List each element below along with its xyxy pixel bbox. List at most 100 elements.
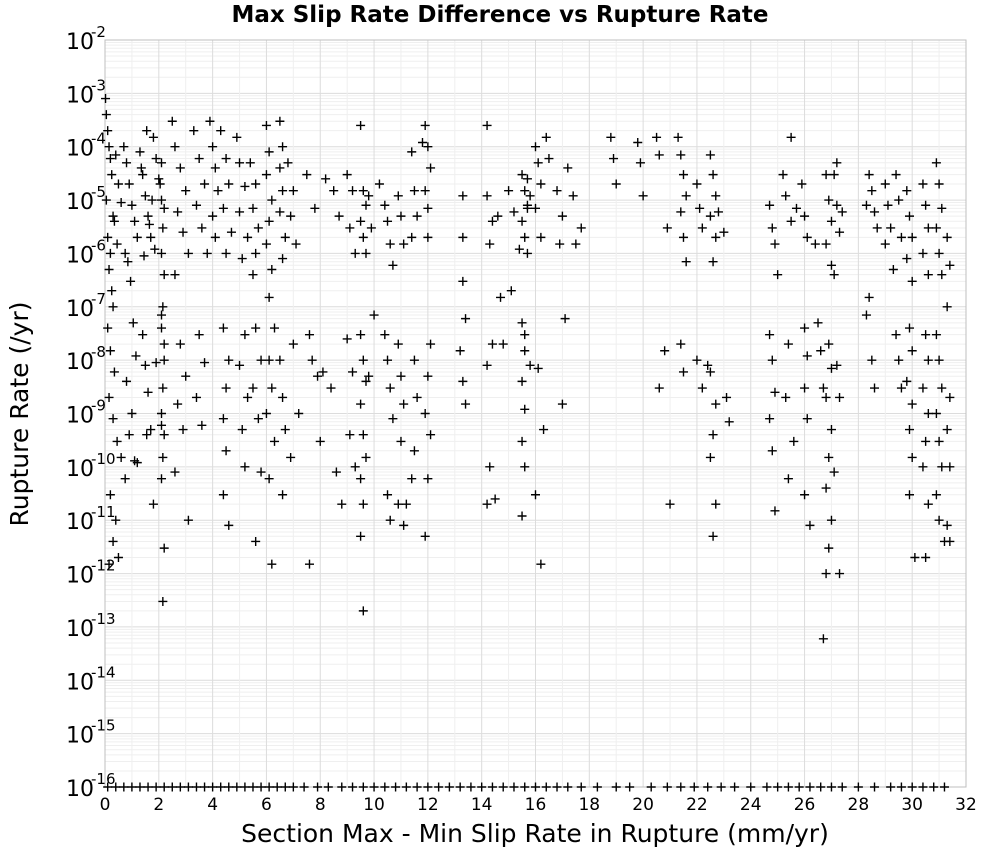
data-point (189, 126, 199, 136)
data-point (358, 355, 368, 365)
data-point (444, 782, 454, 792)
data-point (170, 270, 180, 280)
data-point (251, 323, 261, 333)
data-point (934, 436, 944, 446)
data-point (216, 126, 226, 136)
data-point (934, 248, 944, 258)
x-tick-label: 22 (686, 795, 708, 815)
data-point (654, 383, 664, 393)
data-point (904, 490, 914, 500)
data-point (816, 782, 826, 792)
data-point (342, 170, 352, 180)
data-point (907, 346, 917, 356)
data-point (105, 154, 115, 164)
data-point (348, 782, 358, 792)
data-point (576, 223, 586, 233)
data-point (676, 339, 686, 349)
data-point (458, 191, 468, 201)
data-point (304, 330, 314, 340)
data-point (625, 782, 635, 792)
data-point (923, 270, 933, 280)
data-point (221, 248, 231, 258)
data-point (116, 452, 126, 462)
data-point (119, 142, 129, 152)
y-tick-label: 10 (66, 510, 94, 535)
data-point (105, 346, 115, 356)
data-point (101, 94, 111, 104)
data-point (307, 355, 317, 365)
data-point (509, 207, 519, 217)
data-point (200, 782, 210, 792)
data-point (531, 490, 540, 500)
data-point (676, 782, 686, 792)
data-point (689, 782, 699, 792)
data-point (697, 383, 707, 393)
data-point (409, 186, 419, 196)
x-tick-label: 8 (315, 795, 326, 815)
data-point (366, 223, 376, 233)
data-point (202, 248, 212, 258)
data-point (275, 207, 285, 217)
data-point (611, 179, 621, 189)
data-point (767, 355, 777, 365)
data-point (835, 392, 845, 402)
data-point (945, 536, 955, 546)
data-point (705, 150, 715, 160)
data-point (560, 314, 570, 324)
data-point (261, 409, 271, 418)
data-point (101, 110, 111, 120)
data-point (183, 782, 193, 792)
data-point (678, 170, 688, 180)
data-point (824, 543, 834, 553)
data-point (385, 239, 395, 249)
x-tick-label: 32 (955, 795, 977, 815)
data-point (711, 191, 721, 201)
data-point (358, 782, 368, 792)
y-tick-exponent: -10 (91, 450, 116, 468)
y-tick-label: 10 (66, 83, 94, 108)
data-point (420, 531, 430, 541)
data-point (399, 239, 409, 249)
data-point (280, 425, 290, 435)
data-point (673, 132, 683, 142)
data-point (832, 200, 842, 210)
data-point (904, 323, 914, 333)
data-point (461, 399, 471, 409)
y-tick-exponent: -5 (91, 183, 106, 201)
data-point (383, 490, 393, 500)
data-point (272, 782, 282, 792)
data-point (385, 383, 395, 393)
data-point (531, 142, 540, 152)
data-point (178, 227, 188, 237)
data-point (789, 436, 799, 446)
data-point (552, 186, 562, 196)
data-point (240, 181, 250, 191)
data-point (802, 232, 812, 242)
data-point (918, 782, 928, 792)
x-tick-label: 0 (100, 795, 111, 815)
data-point (942, 302, 952, 312)
data-point (923, 499, 933, 509)
data-point (821, 569, 831, 579)
data-point (157, 310, 167, 320)
data-point (356, 474, 366, 484)
data-point (178, 425, 188, 435)
data-point (907, 399, 917, 409)
data-point (159, 430, 169, 440)
data-point (116, 198, 126, 208)
data-point (888, 264, 898, 274)
data-point (108, 536, 118, 546)
data-point (350, 462, 360, 472)
data-point (158, 223, 168, 233)
data-point (103, 126, 113, 136)
data-point (401, 782, 411, 792)
data-point (695, 203, 705, 213)
data-point (224, 179, 234, 189)
data-point (783, 474, 793, 484)
data-point (633, 137, 643, 147)
data-point (805, 520, 815, 530)
data-point (210, 232, 220, 242)
data-point (536, 179, 546, 189)
data-point (111, 782, 121, 792)
data-point (517, 436, 527, 446)
